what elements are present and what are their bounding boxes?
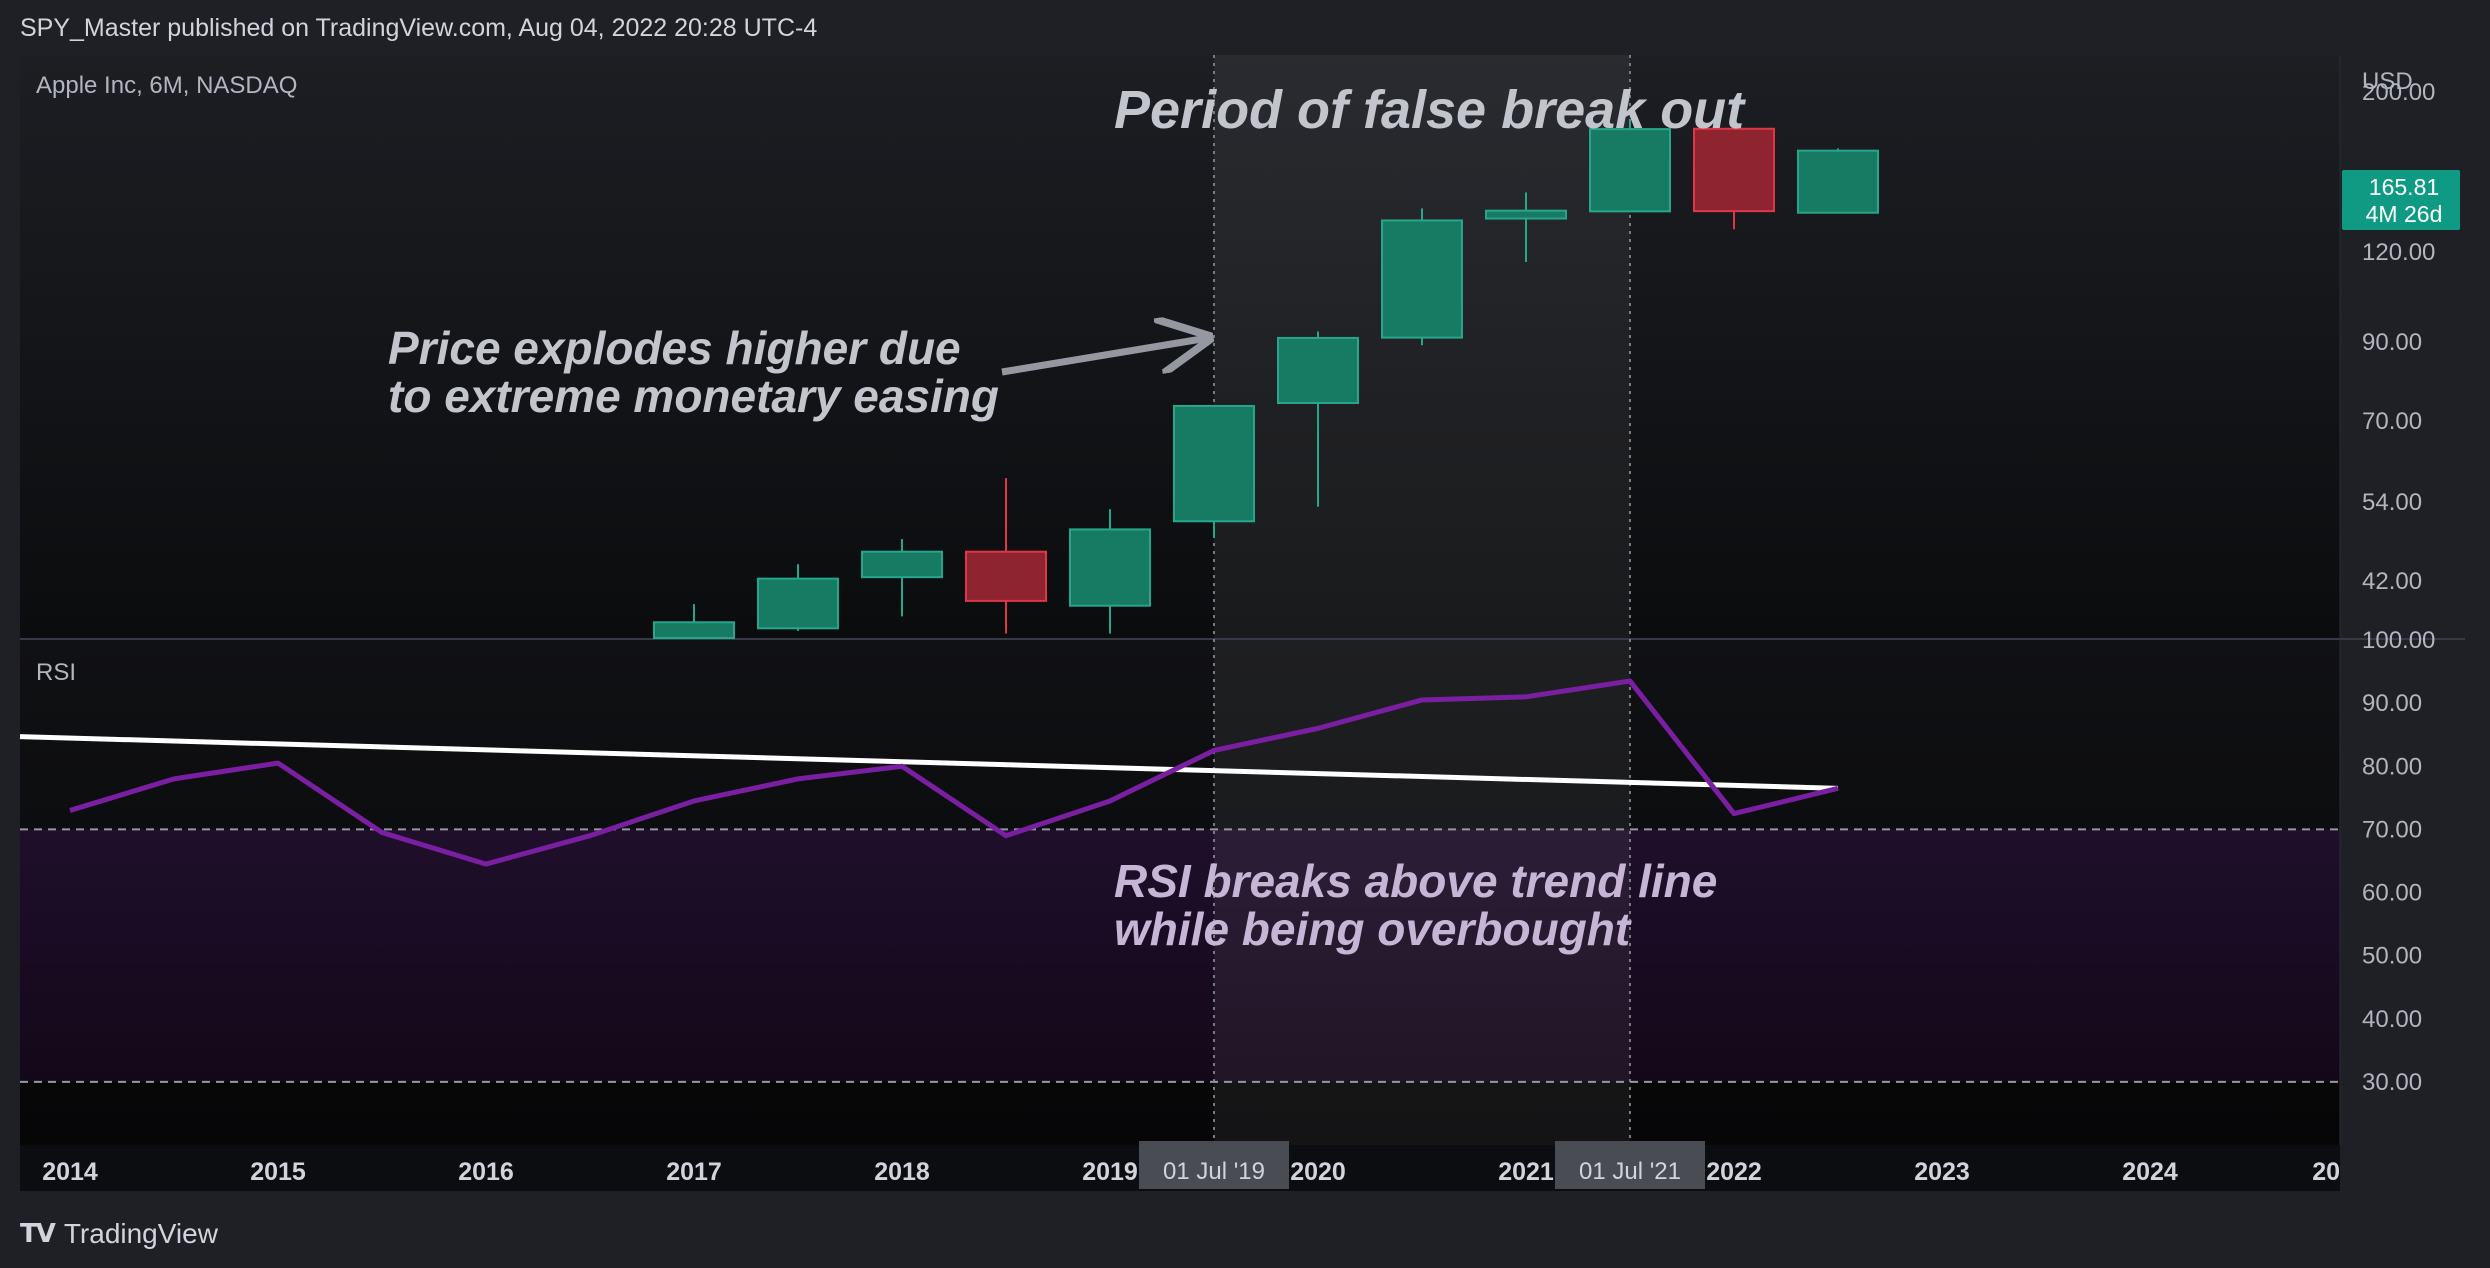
candle-body — [1381, 219, 1463, 339]
time-marker-1: 01 Jul '21 — [1555, 1141, 1705, 1189]
last-price-badge: 165.81 4M 26d — [2342, 170, 2460, 230]
candle-body — [1693, 127, 1775, 213]
candle-2018-07-01[interactable] — [965, 478, 1047, 634]
candle-body — [965, 550, 1047, 602]
candle-2019-01-01[interactable] — [1069, 509, 1151, 634]
rsi-tick-label: 30.00 — [2362, 1069, 2422, 1096]
candle-body — [653, 621, 735, 639]
candle-body — [861, 550, 943, 579]
price-tick-label: 54.00 — [2362, 489, 2422, 516]
rsi-overbought-zone — [20, 829, 2340, 1082]
rsi-note-line1: RSI breaks above trend line — [1114, 855, 1717, 907]
price-tick-label: 200.00 — [2362, 79, 2435, 106]
candle-2022-07-01[interactable] — [1797, 148, 1879, 214]
candle-body — [1173, 404, 1255, 523]
rsi-title: RSI — [36, 659, 76, 686]
rsi-tick-label: 100.00 — [2362, 627, 2435, 654]
rsi-tick-label: 90.00 — [2362, 690, 2422, 717]
candle-2021-01-01[interactable] — [1485, 192, 1567, 263]
price-note-line2: to extreme monetary easing — [388, 370, 999, 422]
price-pane[interactable] — [20, 55, 2340, 638]
rsi-line — [69, 678, 1839, 867]
footer: TV TradingView — [20, 1218, 218, 1250]
rsi-tick-label: 40.00 — [2362, 1006, 2422, 1033]
candle-2019-07-01[interactable] — [1173, 404, 1255, 538]
time-tick-label: 2018 — [874, 1158, 930, 1186]
period-title-annotation: Period of false break out — [1114, 80, 1746, 140]
rsi-tick-label: 60.00 — [2362, 880, 2422, 907]
symbol-title: Apple Inc, 6M, NASDAQ — [36, 72, 297, 99]
brand-name: TradingView — [63, 1218, 218, 1249]
candle-body — [1589, 128, 1671, 213]
time-tick-label: 2017 — [666, 1158, 722, 1186]
time-marker-label: 01 Jul '21 — [1579, 1158, 1681, 1185]
time-tick-label: 2021 — [1498, 1158, 1554, 1186]
price-note-line1: Price explodes higher due — [388, 322, 961, 374]
candle-2021-07-01[interactable] — [1589, 119, 1671, 213]
candle-2017-01-01[interactable] — [653, 604, 735, 639]
rsi-tick-label: 80.00 — [2362, 753, 2422, 780]
rsi-note-line2: while being overbought — [1114, 903, 1632, 955]
time-tick-label: 2015 — [250, 1158, 306, 1186]
time-tick-label: 2016 — [458, 1158, 514, 1186]
time-tick-label: 2024 — [2122, 1158, 2178, 1186]
candle-2020-07-01[interactable] — [1381, 208, 1463, 346]
candle-2017-07-01[interactable] — [757, 564, 839, 631]
price-tick-label: 42.00 — [2362, 568, 2422, 595]
candle-body — [757, 577, 839, 630]
rsi-tick-label: 70.00 — [2362, 816, 2422, 843]
time-tick-label: 2020 — [1290, 1158, 1346, 1186]
price-tick-label: 70.00 — [2362, 408, 2422, 435]
time-tick-label: 2022 — [1706, 1158, 1762, 1186]
candle-body — [1277, 336, 1359, 404]
time-tick-label: 2023 — [1914, 1158, 1970, 1186]
time-marker-0: 01 Jul '19 — [1139, 1141, 1289, 1189]
publisher-line: SPY_Master published on TradingView.com,… — [20, 14, 818, 42]
time-marker-label: 01 Jul '19 — [1163, 1158, 1265, 1185]
tradingview-logo-icon: TV — [20, 1219, 56, 1249]
candle-2020-01-01[interactable] — [1277, 331, 1359, 507]
countdown-value: 4M 26d — [2366, 201, 2443, 227]
time-tick-label: 20 — [2312, 1158, 2340, 1186]
candle-2022-01-01[interactable] — [1693, 119, 1775, 230]
rsi-tick-label: 50.00 — [2362, 943, 2422, 970]
currency-label: USD — [2362, 68, 2413, 95]
candle-body — [1797, 149, 1879, 214]
candle-body — [1485, 209, 1567, 220]
rsi-trend-line[interactable] — [19, 734, 1839, 791]
candle-body — [1069, 528, 1151, 607]
candle-2018-01-01[interactable] — [861, 539, 943, 617]
time-tick-label: 2019 — [1082, 1158, 1138, 1186]
price-tick-label: 90.00 — [2362, 329, 2422, 356]
annotation-arrow — [1001, 338, 1208, 376]
time-tick-label: 2014 — [42, 1158, 98, 1186]
price-tick-label: 120.00 — [2362, 239, 2435, 266]
last-price-value: 165.81 — [2369, 174, 2439, 200]
